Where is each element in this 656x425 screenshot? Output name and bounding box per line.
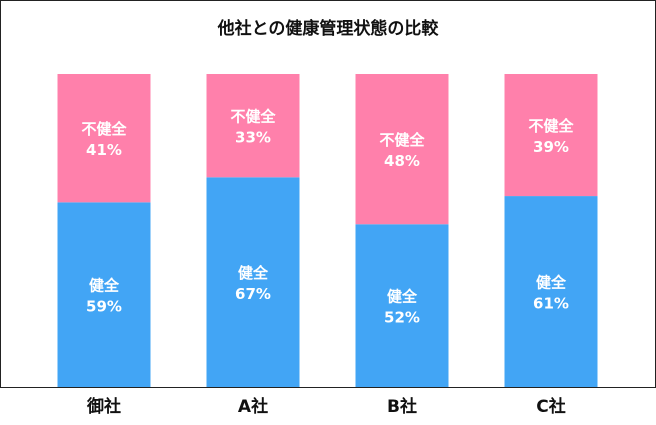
segment-series-label: 不健全: [230, 108, 276, 126]
bar-healthy-0: [57, 202, 151, 387]
bar-healthy-1: [206, 177, 300, 387]
bar-healthy-2: [355, 224, 449, 387]
chart-title: 他社との健康管理状態の比較: [217, 18, 440, 39]
segment-value-label: 67%: [235, 285, 271, 303]
bar-unhealthy-2: [355, 74, 449, 225]
segment-series-label: 健全: [238, 264, 269, 282]
segment-value-label: 39%: [533, 138, 569, 156]
segment-series-label: 健全: [387, 288, 418, 306]
bars: 健全 59% 不健全 41% 健全 67% 不健全 33% 健全 52% 不健全 48% 健全 61% 不健…: [57, 74, 598, 387]
segment-value-label: 33%: [235, 129, 271, 147]
segment-series-label: 不健全: [528, 117, 574, 135]
segment-series-label: 健全: [536, 274, 567, 292]
segment-value-label: 41%: [86, 141, 122, 159]
bar-unhealthy-3: [504, 74, 598, 197]
segment-value-label: 61%: [533, 295, 569, 313]
bar-unhealthy-1: [206, 74, 300, 178]
segment-value-label: 48%: [384, 152, 420, 170]
category-label: C社: [536, 396, 565, 417]
category-label: 御社: [86, 396, 121, 417]
category-labels: 御社 A社 B社 C社: [86, 396, 566, 417]
category-label: A社: [238, 396, 268, 417]
bar-healthy-3: [504, 196, 598, 387]
segment-series-label: 健全: [89, 277, 120, 295]
segment-value-label: 59%: [86, 298, 122, 316]
segment-series-label: 不健全: [81, 120, 127, 138]
segment-value-label: 52%: [384, 309, 420, 327]
bar-unhealthy-0: [57, 74, 151, 203]
category-label: B社: [387, 396, 417, 417]
segment-series-label: 不健全: [379, 131, 425, 149]
